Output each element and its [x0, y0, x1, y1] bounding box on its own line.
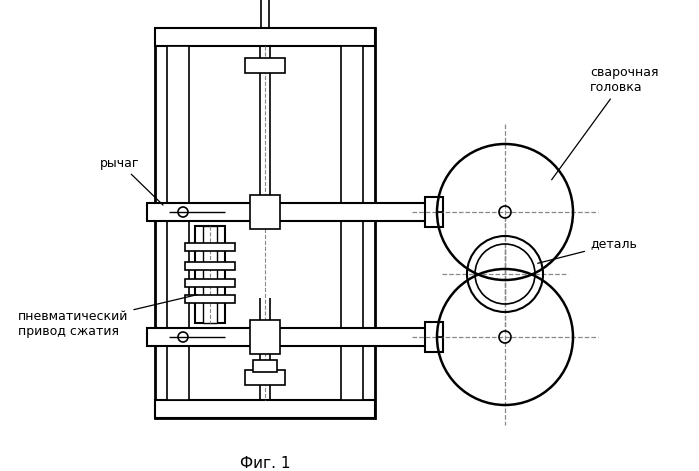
Bar: [147, 328, 430, 346]
Bar: [155, 400, 375, 418]
Bar: [185, 279, 235, 287]
Bar: [245, 370, 285, 385]
Text: винтовой
регулятор: винтовой регулятор: [0, 470, 1, 471]
Bar: [253, 360, 277, 372]
Bar: [250, 195, 280, 229]
Bar: [250, 320, 280, 354]
Bar: [167, 46, 189, 400]
Bar: [203, 226, 217, 323]
Text: сварочная
головка: сварочная головка: [552, 66, 658, 180]
Bar: [185, 295, 235, 303]
Text: Фиг. 1: Фиг. 1: [240, 456, 290, 471]
Bar: [195, 226, 225, 323]
Bar: [155, 28, 375, 418]
Bar: [245, 58, 285, 73]
Bar: [425, 197, 443, 227]
Bar: [155, 28, 375, 46]
Text: деталь: деталь: [538, 237, 637, 263]
Bar: [425, 322, 443, 352]
Text: пневматический
привод сжатия: пневматический привод сжатия: [18, 295, 197, 338]
Bar: [185, 262, 235, 270]
Bar: [341, 46, 363, 400]
Bar: [185, 243, 235, 251]
Text: рычаг: рычаг: [100, 156, 163, 205]
Bar: [147, 203, 430, 221]
